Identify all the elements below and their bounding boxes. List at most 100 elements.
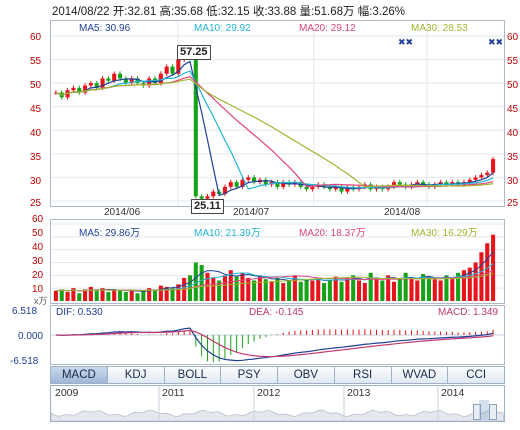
volume-ma20-label: MA20: 18.37万	[299, 228, 366, 239]
price-ytick-right: 25	[507, 198, 519, 209]
price-candle	[479, 175, 484, 178]
price-ytick-left: 35	[30, 152, 42, 163]
volume-bar	[257, 275, 262, 301]
price-candle	[415, 182, 420, 185]
price-candle	[287, 182, 292, 185]
navigator-right-handle[interactable]	[489, 404, 497, 420]
volume-bar	[112, 289, 117, 301]
volume-ytick: 20	[32, 270, 44, 281]
price-ytick-right: 55	[507, 56, 519, 67]
price-candle	[234, 182, 239, 187]
expand-right-icon[interactable]: ✖✖	[488, 37, 504, 47]
price-candle	[199, 196, 204, 199]
volume-ma5-label: MA5: 29.86万	[79, 228, 141, 239]
volume-bar	[152, 289, 158, 301]
volume-bar	[88, 286, 93, 301]
navigator-area	[51, 409, 504, 421]
volume-bar	[275, 277, 280, 301]
volume-bar	[491, 234, 496, 301]
volume-bar	[263, 279, 268, 301]
tab-obv[interactable]: OBV	[278, 367, 335, 383]
price-ytick-left: 45	[30, 104, 42, 115]
volume-bar	[94, 290, 99, 301]
date-tick: 2014/08	[384, 207, 421, 218]
navigator-left-handle[interactable]	[473, 404, 481, 420]
volume-bar	[426, 276, 432, 301]
price-ytick-left: 30	[30, 176, 42, 187]
volume-chart[interactable]	[51, 220, 504, 303]
volume-bar	[83, 289, 88, 301]
volume-bar	[345, 277, 350, 301]
volume-bar	[322, 283, 327, 301]
volume-bar	[432, 279, 437, 301]
volume-bar	[123, 292, 128, 301]
macd-chart[interactable]	[51, 306, 504, 364]
price-candle	[345, 186, 350, 192]
volume-bar	[339, 281, 344, 301]
price-candle	[94, 83, 99, 88]
volume-bar	[228, 270, 233, 301]
volume-bar	[217, 280, 222, 301]
macd-panel[interactable]: DIF: 0.530 DEA: -0.145 MACD: 1.349	[50, 305, 505, 365]
price-ytick-right: 45	[507, 104, 519, 115]
volume-ytick: 40	[32, 242, 44, 253]
price-ytick-right: 30	[507, 176, 519, 187]
volume-ytick: 50	[32, 228, 44, 239]
price-ytick-left: 55	[30, 56, 42, 67]
quote-info-text: 2014/08/22 开:32.81 高:35.68 低:32.15 收:33.…	[52, 3, 405, 19]
tab-macd[interactable]: MACD	[51, 367, 108, 383]
expand-left-icon[interactable]: ✖✖	[398, 37, 414, 47]
volume-bar	[438, 280, 443, 301]
volume-bar	[164, 286, 169, 301]
price-ma30-line	[55, 78, 494, 188]
volume-bar	[129, 289, 134, 301]
quote-info-bar: 2014/08/22 开:32.81 高:35.68 低:32.15 收:33.…	[0, 0, 520, 20]
quote-amplitude: 幅:3.26%	[357, 6, 406, 18]
price-ma20-label: MA20: 29.12	[299, 23, 356, 34]
macd-ytick: 0.000	[18, 331, 44, 342]
tab-rsi[interactable]: RSI	[335, 367, 392, 383]
navigator-year: 2013	[347, 387, 371, 399]
volume-bar	[222, 275, 227, 301]
volume-bar	[421, 274, 426, 301]
volume-bar	[269, 281, 274, 301]
navigator-overview-chart[interactable]	[51, 386, 504, 421]
price-candle	[444, 182, 449, 185]
tab-boll[interactable]: BOLL	[165, 367, 222, 383]
indicator-tabs: MACD KDJ BOLL PSY OBV RSI WVAD CCI	[50, 366, 505, 384]
volume-bar	[240, 272, 245, 301]
tab-kdj[interactable]: KDJ	[108, 367, 165, 383]
volume-bar	[304, 279, 309, 301]
price-ytick-left: 25	[30, 198, 42, 209]
quote-high: 高:35.68	[159, 6, 203, 18]
price-candle	[263, 179, 268, 185]
volume-bar	[450, 277, 455, 301]
volume-bar	[473, 262, 478, 301]
tab-psy[interactable]: PSY	[221, 367, 278, 383]
price-chart[interactable]	[51, 21, 504, 206]
price-candle	[77, 87, 82, 93]
volume-bar	[292, 275, 297, 301]
volume-bar	[147, 288, 152, 301]
price-ytick-right: 50	[507, 80, 519, 91]
volume-bar	[71, 288, 76, 301]
price-candle	[281, 182, 286, 187]
navigator-selection-window[interactable]	[479, 400, 489, 420]
date-tick: 2014/06	[104, 207, 141, 218]
price-candle	[129, 78, 134, 84]
volume-panel[interactable]: MA5: 29.86万 MA10: 21.39万 MA20: 18.37万 MA…	[50, 219, 505, 304]
volume-bar	[351, 275, 356, 301]
range-navigator[interactable]: 2009 2011 2012 2013 2014	[50, 385, 505, 422]
volume-bar	[310, 280, 315, 301]
quote-open: 开:32.81	[112, 6, 157, 18]
price-panel[interactable]: MA5: 30.96 MA10: 29.92 MA20: 29.12 MA30:…	[50, 20, 505, 214]
quote-date: 2014/08/22	[52, 6, 110, 18]
volume-bar	[298, 281, 303, 301]
volume-bar	[403, 272, 408, 301]
tab-wvad[interactable]: WVAD	[392, 367, 449, 383]
volume-bar	[380, 280, 385, 301]
volume-bar	[199, 265, 204, 301]
price-candle	[170, 66, 175, 74]
tab-cci[interactable]: CCI	[466, 369, 487, 381]
volume-bar	[158, 285, 163, 301]
